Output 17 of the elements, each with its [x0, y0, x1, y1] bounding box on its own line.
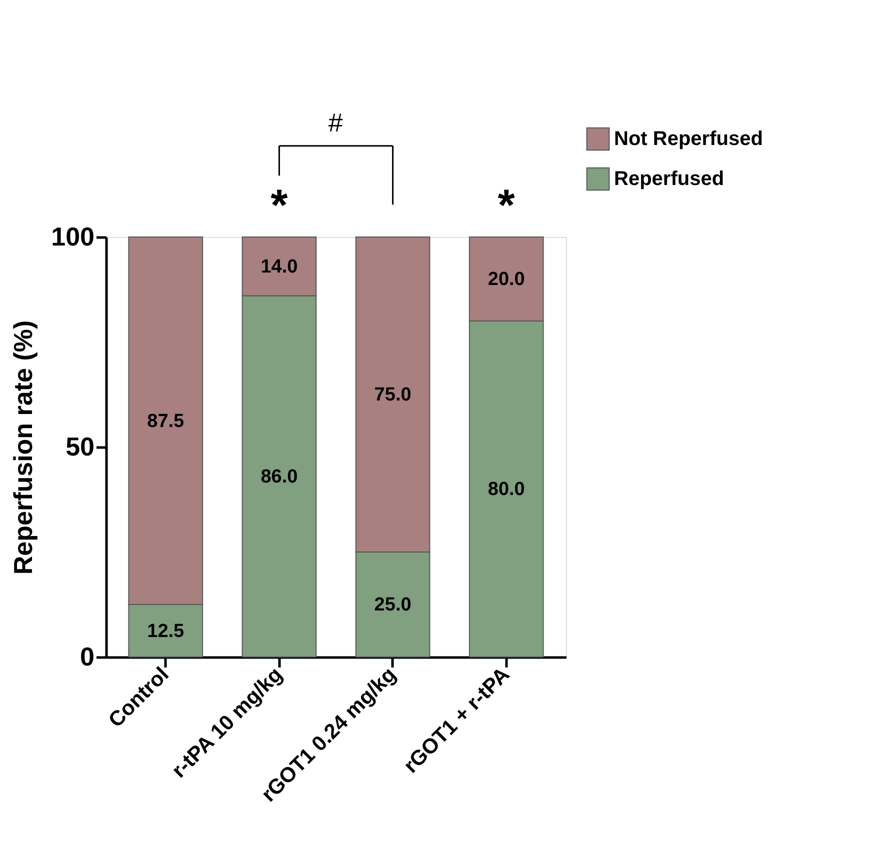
- y-tick-label: 50: [66, 432, 94, 462]
- y-tick-label: 100: [51, 222, 94, 252]
- data-label: 87.5: [147, 410, 185, 432]
- y-axis-title: Reperfusion rate (%): [8, 320, 38, 575]
- text: *: [270, 181, 289, 230]
- data-label: 86.0: [260, 466, 298, 488]
- legend-label: Reperfused: [614, 168, 724, 190]
- legend-label: Not Reperfused: [614, 128, 763, 150]
- data-label: 80.0: [488, 479, 525, 500]
- y-tick-label: 0: [80, 642, 94, 672]
- data-label: 25.0: [374, 594, 412, 616]
- data-label: 14.0: [260, 256, 298, 278]
- text: #: [328, 108, 344, 138]
- data-label: 12.5: [147, 620, 185, 642]
- text: *: [498, 181, 516, 230]
- data-label: 75.0: [374, 384, 412, 406]
- data-label: 20.0: [488, 269, 525, 290]
